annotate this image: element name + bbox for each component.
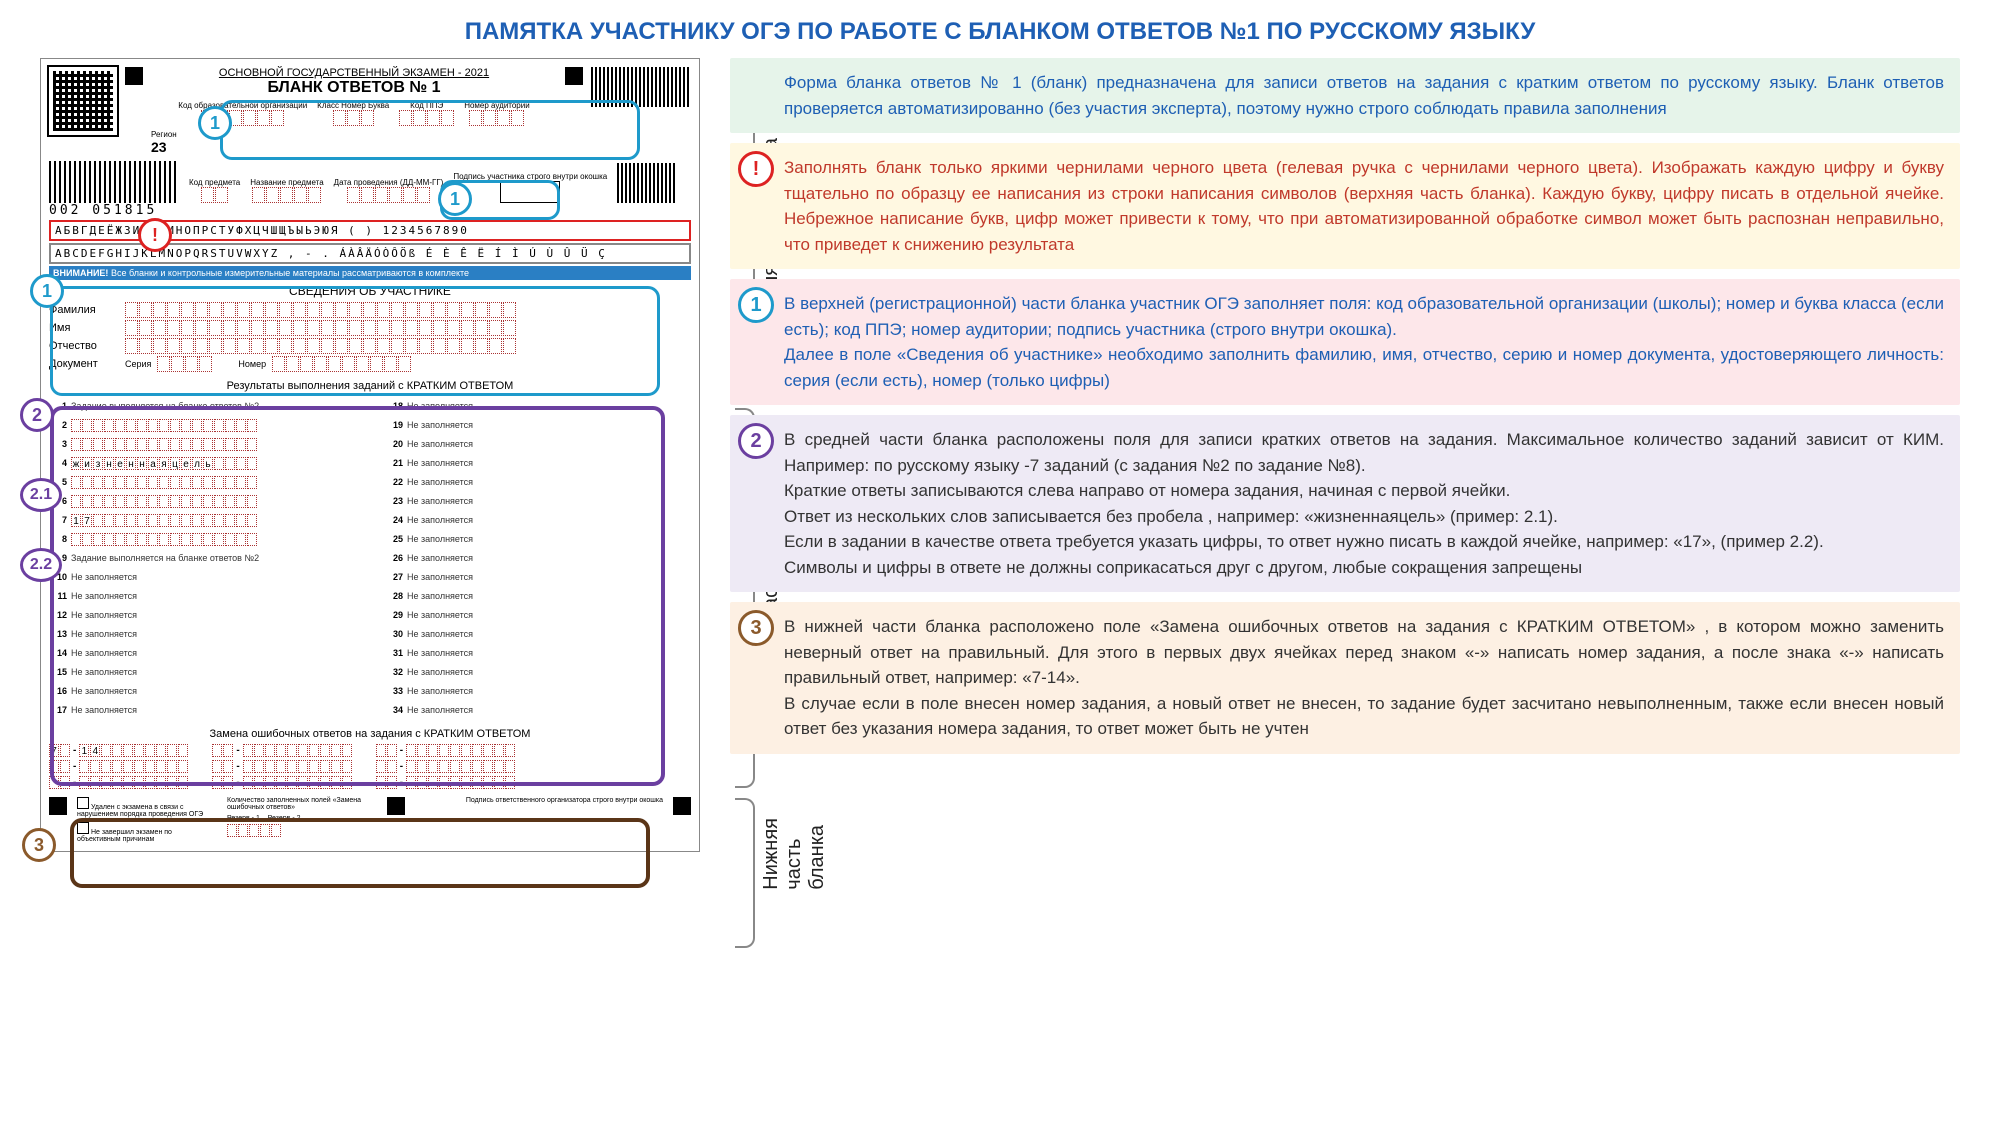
barcode-number: 002 051815 [49,203,691,218]
callout-2-1: 2.1 [20,478,62,512]
answer-form: ОСНОВНОЙ ГОСУДАРСТВЕННЫЙ ЭКЗАМЕН - 2021 … [40,58,700,852]
attention-bar: ВНИМАНИЕ! Все бланки и контрольные измер… [49,266,691,280]
bullet-1-icon: 1 [738,287,774,323]
page-title: ПАМЯТКА УЧАСТНИКУ ОГЭ ПО РАБОТЕ С БЛАНКО… [0,0,2000,58]
exam-title: ОСНОВНОЙ ГОСУДАРСТВЕННЫЙ ЭКЗАМЕН - 2021 [151,67,557,79]
callout-1: 1 [198,106,232,140]
info-intro: Форма бланка ответов № 1 (бланк) предназ… [730,58,1960,133]
results-title: Результаты выполнения заданий с КРАТКИМ … [49,380,691,392]
black-square [565,67,583,85]
bullet-2-icon: 2 [738,423,774,459]
callout-1: 1 [30,274,64,308]
info-section-1: 1 В верхней (регистрационной) части блан… [730,279,1960,405]
main-layout: ОСНОВНОЙ ГОСУДАРСТВЕННЫЙ ЭКЗАМЕН - 2021 … [0,58,2000,852]
section-label-bot: Нижняя часть бланка [760,818,829,890]
replace-title: Замена ошибочных ответов на задания с КР… [49,728,691,740]
answer-grid: 1Задание выполняется на бланке ответов №… [49,396,691,720]
barcode-icon [617,163,677,203]
blank-title: БЛАНК ОТВЕТОВ № 1 [151,79,557,97]
barcode-icon [49,161,179,203]
info-section-3: 3 В нижней части бланка расположено поле… [730,602,1960,754]
bullet-3-icon: 3 [738,610,774,646]
qr-code [49,67,117,135]
form-column: ОСНОВНОЙ ГОСУДАРСТВЕННЫЙ ЭКЗАМЕН - 2021 … [40,58,700,852]
callout-2-2: 2.2 [20,548,62,582]
exclamation-icon: ! [738,151,774,187]
callout-3: 3 [22,828,56,862]
black-square [125,67,143,85]
callout-2: 2 [20,398,54,432]
barcode-icon [591,67,691,107]
callout-1: 1 [438,182,472,216]
callout-excl: ! [138,218,172,252]
participant-header: СВЕДЕНИЯ ОБ УЧАСТНИКЕ [49,284,691,298]
form-footer: Удален с экзамена в связи с нарушением п… [49,797,691,843]
info-section-2: 2 В средней части бланка расположены пол… [730,415,1960,592]
info-warning: ! Заполнять бланк только яркими чернилам… [730,143,1960,269]
instructions-column: Форма бланка ответов № 1 (бланк) предназ… [730,58,1960,852]
